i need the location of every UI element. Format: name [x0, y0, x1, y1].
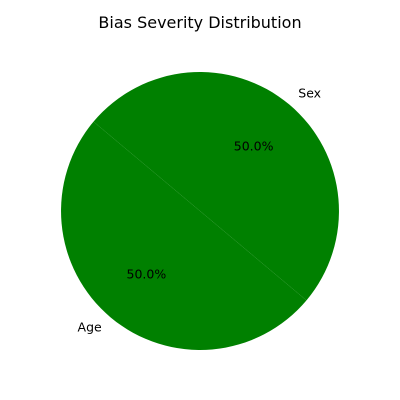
- slice-percent-age: 50.0%: [127, 266, 167, 281]
- slice-label-age: Age: [78, 320, 102, 335]
- slice-label-sex: Sex: [298, 85, 321, 100]
- pie-slice-age: [61, 121, 307, 350]
- pie-slice-sex: [93, 72, 339, 301]
- pie-slices: [61, 72, 339, 350]
- chart-title: Bias Severity Distribution: [98, 13, 301, 32]
- pie-labels: Age 50.0% Sex 50.0%: [78, 85, 322, 334]
- slice-percent-sex: 50.0%: [234, 139, 274, 154]
